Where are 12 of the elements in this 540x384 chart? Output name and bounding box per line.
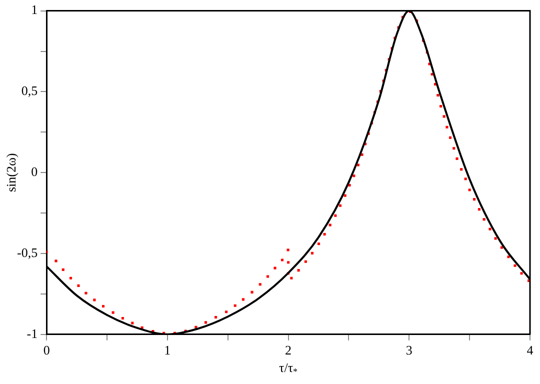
y-axis-title: sin(2ω) — [3, 153, 18, 192]
x-tick-label: 2 — [285, 342, 292, 358]
x-tick-label: 1 — [164, 342, 171, 358]
x-tick-label: 3 — [406, 342, 412, 358]
y-tick-label: -0,5 — [16, 244, 38, 260]
x-tick-label: 4 — [526, 342, 534, 358]
x-tick-label: 0 — [43, 342, 50, 358]
y-tick-label: -1 — [26, 326, 38, 341]
y-tick-label: 0,5 — [21, 83, 38, 98]
x-axis-title: τ/τ* — [278, 360, 298, 377]
y-tick-label: 1 — [31, 2, 38, 18]
y-tick-label: 0 — [31, 164, 38, 180]
